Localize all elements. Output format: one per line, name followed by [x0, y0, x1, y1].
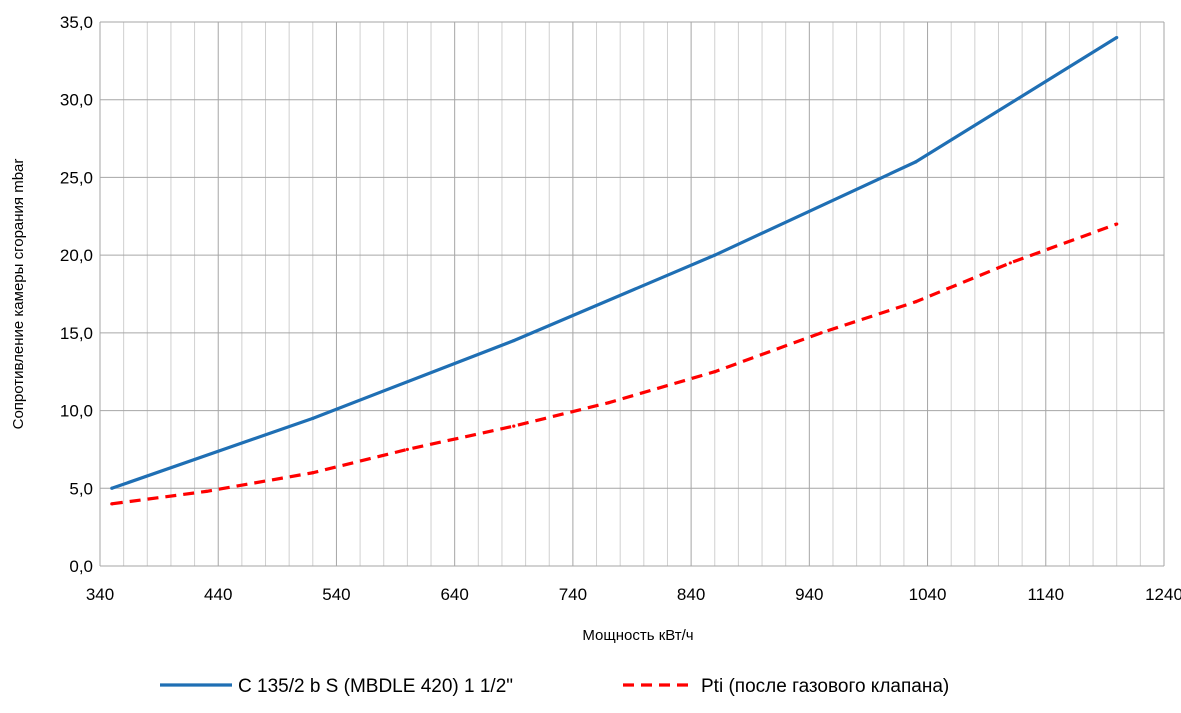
data-point: [914, 160, 918, 164]
x-axis-title: Мощность кВт/ч: [582, 627, 693, 644]
series-line-1: [111, 36, 1118, 490]
x-tick-label: 1240: [1145, 585, 1181, 604]
data-point: [1115, 35, 1119, 40]
data-point: [110, 502, 114, 506]
x-tick-label: 840: [677, 585, 705, 604]
data-point: [405, 447, 409, 452]
data-point: [713, 253, 717, 257]
data-point: [512, 424, 516, 428]
y-tick-label: 20,0: [60, 246, 93, 265]
x-tick-label: 640: [440, 585, 468, 604]
y-tick-label: 5,0: [69, 479, 93, 498]
data-point: [713, 370, 717, 374]
x-tick-label: 940: [795, 585, 823, 604]
series-line-2: [111, 222, 1118, 506]
data-point: [110, 486, 114, 490]
series-lines: [110, 35, 1119, 506]
y-axis-title: Сопротивление камеры сгорания mbar: [10, 159, 27, 430]
data-point: [204, 489, 208, 493]
y-tick-label: 15,0: [60, 324, 93, 343]
x-tick-label: 540: [322, 585, 350, 604]
legend: C 135/2 b S (MBDLE 420) 1 1/2" Pti (после…: [160, 676, 949, 697]
x-axis-tick-labels: 340 440 540 640 740 840 940 1040 1140 1240: [86, 585, 1181, 604]
data-point: [311, 416, 315, 420]
data-point: [606, 401, 610, 405]
y-tick-label: 0,0: [69, 557, 93, 576]
data-point: [1008, 261, 1012, 265]
data-point: [512, 339, 516, 343]
minor-gridlines: [123, 22, 1141, 566]
x-tick-label: 1140: [1027, 585, 1064, 604]
legend-label: C 135/2 b S (MBDLE 420) 1 1/2": [238, 676, 513, 697]
data-point: [1115, 222, 1119, 226]
y-tick-label: 25,0: [60, 168, 93, 187]
y-axis-tick-labels: 0,0 5,0 10,0 15,0 20,0 25,0 30,0 35,0: [60, 13, 93, 576]
x-tick-label: 340: [86, 585, 114, 604]
y-tick-label: 30,0: [60, 91, 93, 110]
major-gridlines: [99, 21, 1165, 567]
y-tick-label: 10,0: [60, 402, 93, 421]
x-tick-label: 740: [559, 585, 587, 604]
x-tick-label: 1040: [909, 585, 947, 604]
data-point: [311, 471, 315, 475]
x-tick-label: 440: [204, 585, 232, 604]
legend-label: Pti (после газового клапана): [701, 676, 949, 697]
data-point: [819, 331, 823, 335]
data-point: [914, 300, 918, 304]
y-tick-label: 35,0: [60, 13, 93, 32]
